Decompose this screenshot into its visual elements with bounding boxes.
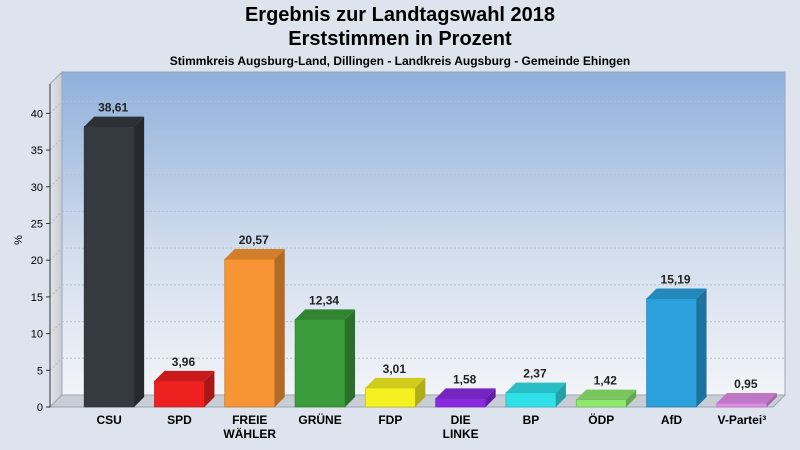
bar-value-label: 38,61	[98, 101, 128, 115]
y-tick-label: 10	[31, 329, 43, 341]
y-tick-label: 0	[37, 402, 43, 414]
bar-value-label: 2,37	[523, 367, 547, 381]
bar	[154, 370, 215, 408]
bar-top	[224, 248, 285, 259]
bar-front	[435, 398, 486, 408]
x-tick-label: SPD	[167, 413, 192, 427]
bar	[294, 309, 356, 408]
bar-side	[274, 248, 285, 407]
bar-top	[646, 288, 707, 299]
bar-front	[83, 126, 135, 408]
x-tick-label: CSU	[96, 413, 121, 427]
bar-side	[415, 377, 426, 407]
y-gridline-side	[49, 247, 63, 261]
bar-side	[555, 382, 566, 407]
bar	[365, 377, 426, 408]
x-tick-label: FREIE	[232, 413, 267, 427]
x-tick-label: V-Partei³	[718, 413, 767, 427]
y-gridline-side	[49, 284, 63, 298]
x-tick-label: DIE	[451, 413, 471, 427]
bar-side	[485, 388, 496, 407]
bar	[575, 389, 637, 408]
bar-side	[766, 393, 777, 407]
x-tick-label: ÖDP	[588, 412, 614, 427]
bar-value-label: 0,95	[734, 377, 758, 391]
bar	[646, 288, 707, 408]
bar-top	[576, 389, 637, 400]
bar-top	[154, 370, 215, 381]
bar-side	[134, 116, 145, 407]
plot-side-wall	[49, 70, 63, 409]
bar-side	[626, 389, 637, 407]
bar-front	[505, 392, 557, 408]
y-tick-label: 5	[37, 365, 43, 377]
bar-top	[365, 377, 426, 388]
y-gridline-side	[49, 101, 63, 114]
bar-value-label: 12,34	[309, 293, 339, 307]
bar-front	[716, 402, 768, 408]
bar-top	[505, 382, 566, 393]
y-gridline-side	[49, 211, 63, 224]
x-tick-label: GRÜNE	[298, 412, 341, 427]
y-axis-label: %	[13, 235, 25, 245]
chart-title: Ergebnis zur Landtagswahl 2018	[244, 4, 556, 26]
bar-value-label: 3,96	[172, 355, 196, 369]
bar	[435, 388, 496, 408]
y-tick-label: 30	[31, 182, 43, 194]
y-tick-label: 20	[31, 255, 43, 267]
chart-caption: Stimmkreis Augsburg-Land, Dillingen - La…	[169, 54, 631, 68]
y-tick-label: 40	[31, 108, 43, 120]
y-gridline-side	[49, 321, 63, 334]
chart-subtitle: Erststimmen in Prozent	[288, 28, 512, 50]
y-tick-label: 15	[31, 292, 43, 304]
x-tick-label: WÄHLER	[223, 426, 276, 441]
bar-front	[575, 399, 627, 408]
y-tick-label: 35	[31, 145, 43, 157]
x-tick-label: LINKE	[443, 427, 479, 441]
bar-value-label: 3,01	[383, 362, 407, 376]
bar-front	[224, 258, 276, 408]
y-gridline-side	[49, 174, 63, 188]
bar-side	[345, 309, 356, 407]
bar	[224, 248, 285, 408]
bar-top	[435, 388, 496, 399]
y-gridline-side	[49, 137, 63, 151]
bar	[716, 393, 777, 408]
bar-value-label: 1,42	[594, 374, 618, 388]
bar-value-label: 1,58	[453, 372, 477, 386]
bar-top	[295, 309, 356, 320]
bar-side	[696, 288, 707, 407]
y-gridline-side	[49, 357, 63, 371]
bar-front	[294, 319, 346, 408]
bar-front	[646, 298, 697, 408]
bar	[83, 116, 145, 408]
x-tick-label: FDP	[378, 413, 402, 427]
bar-top	[716, 393, 777, 404]
bar-top	[84, 116, 145, 127]
bar-front	[154, 380, 205, 408]
bar-side	[204, 370, 215, 407]
y-tick-label: 25	[31, 218, 43, 230]
x-tick-label: AfD	[661, 413, 683, 427]
bar-front	[365, 387, 416, 408]
bar-value-label: 20,57	[239, 233, 269, 247]
bar-value-label: 15,19	[661, 272, 691, 286]
bar	[505, 382, 566, 408]
x-tick-label: BP	[523, 413, 540, 427]
